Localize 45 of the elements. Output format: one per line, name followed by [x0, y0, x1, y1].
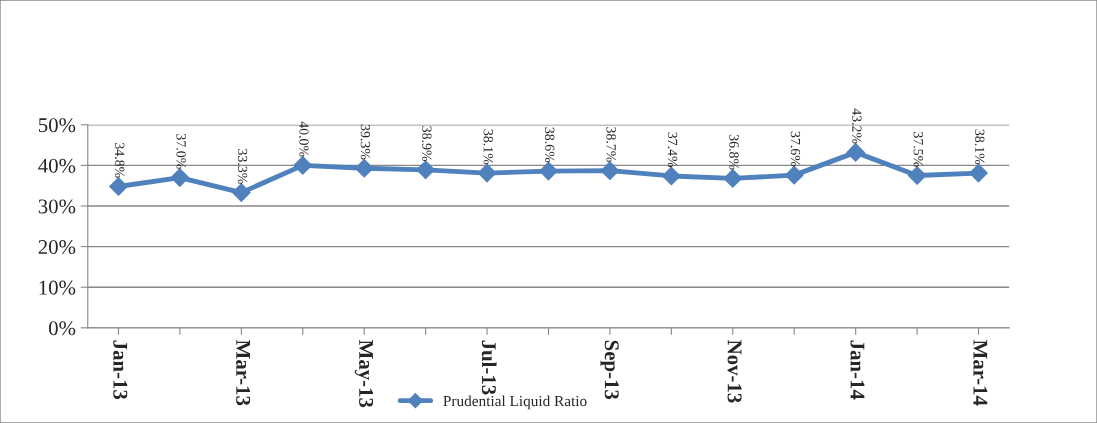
legend-label: Prudential Liquid Ratio	[443, 395, 587, 410]
point	[109, 177, 128, 196]
data-label: 43.2%	[852, 108, 862, 144]
point	[477, 163, 497, 183]
point	[723, 169, 743, 188]
y-tick-label: 10%	[39, 280, 76, 295]
point	[231, 183, 251, 202]
data-label: 40.0%	[299, 121, 309, 157]
point	[170, 168, 190, 187]
x-tick-label: Nov-13	[727, 340, 742, 403]
data-label: 37.0%	[176, 134, 186, 169]
y-tick-label: 30%	[38, 199, 76, 214]
point	[354, 158, 374, 178]
data-label: 38.1%	[974, 129, 985, 165]
point	[293, 156, 313, 175]
data-label: 37.4%	[667, 132, 678, 168]
data-label: 37.5%	[913, 132, 923, 167]
point	[600, 161, 620, 181]
point	[907, 166, 927, 185]
data-label: 39.3%	[360, 124, 371, 160]
data-label: 33.3%	[237, 149, 248, 184]
y-tick-label: 40%	[38, 158, 76, 173]
point	[784, 165, 804, 185]
x-tick-label: Mar-14	[973, 339, 988, 406]
x-tick-label: Jan-13	[113, 340, 128, 400]
data-label: 38.6%	[544, 127, 555, 163]
x-tick-label: May-13	[354, 339, 374, 408]
data-label: 38.7%	[606, 127, 616, 162]
x-tick-label: Mar-13	[236, 339, 251, 406]
x-tick-label: Sep-13	[600, 340, 619, 400]
point	[969, 163, 988, 183]
data-label: 36.8%	[729, 134, 739, 170]
point	[662, 166, 681, 186]
x-tick-label: Jul-13	[481, 340, 497, 395]
data-label: 38.1%	[483, 129, 493, 165]
point	[539, 161, 558, 181]
data-label: 34.8%	[114, 142, 125, 178]
y-tick-label: 50%	[38, 118, 76, 133]
data-label: 37.6%	[790, 131, 801, 167]
point	[846, 143, 866, 162]
data-label: 38.9%	[422, 126, 432, 162]
x-tick-label: Jan-14	[850, 340, 865, 400]
y-tick-label: 0%	[48, 321, 76, 336]
y-tick-label: 20%	[38, 239, 76, 255]
point	[416, 160, 435, 180]
